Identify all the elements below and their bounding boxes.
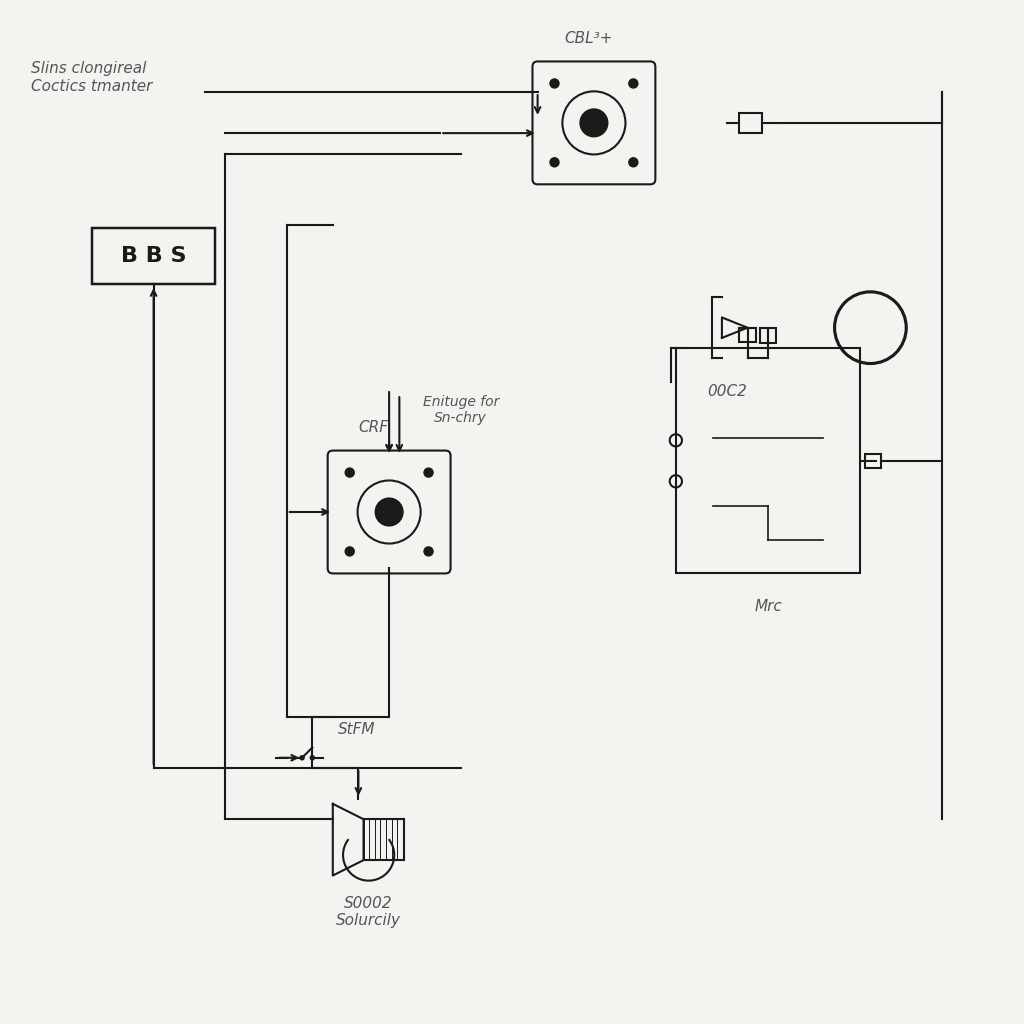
Text: 00C2: 00C2: [708, 384, 746, 399]
Text: S0002
Solurcily: S0002 Solurcily: [336, 896, 401, 929]
Circle shape: [424, 547, 433, 556]
Circle shape: [424, 468, 433, 477]
Bar: [92, 228, 215, 284]
Bar: [760, 328, 776, 343]
Text: CRF: CRF: [358, 420, 389, 435]
Circle shape: [629, 158, 638, 167]
Text: Mrc: Mrc: [754, 599, 782, 614]
Circle shape: [550, 158, 559, 167]
Circle shape: [300, 756, 304, 760]
Text: Enituge for
Sn-chry: Enituge for Sn-chry: [423, 395, 499, 425]
Text: CBL³+: CBL³+: [564, 31, 613, 46]
Circle shape: [550, 79, 559, 88]
Circle shape: [345, 468, 354, 477]
Text: Slins clongireal
Coctics tmanter: Slins clongireal Coctics tmanter: [31, 61, 153, 94]
Bar: [676, 348, 860, 573]
Bar: [865, 454, 881, 468]
Bar: [739, 113, 762, 133]
Circle shape: [310, 756, 314, 760]
Text: StFM: StFM: [338, 722, 376, 737]
Circle shape: [345, 547, 354, 556]
Bar: [739, 328, 756, 342]
Circle shape: [581, 110, 607, 136]
Circle shape: [376, 499, 402, 525]
Text: B B S: B B S: [121, 246, 186, 266]
Circle shape: [629, 79, 638, 88]
